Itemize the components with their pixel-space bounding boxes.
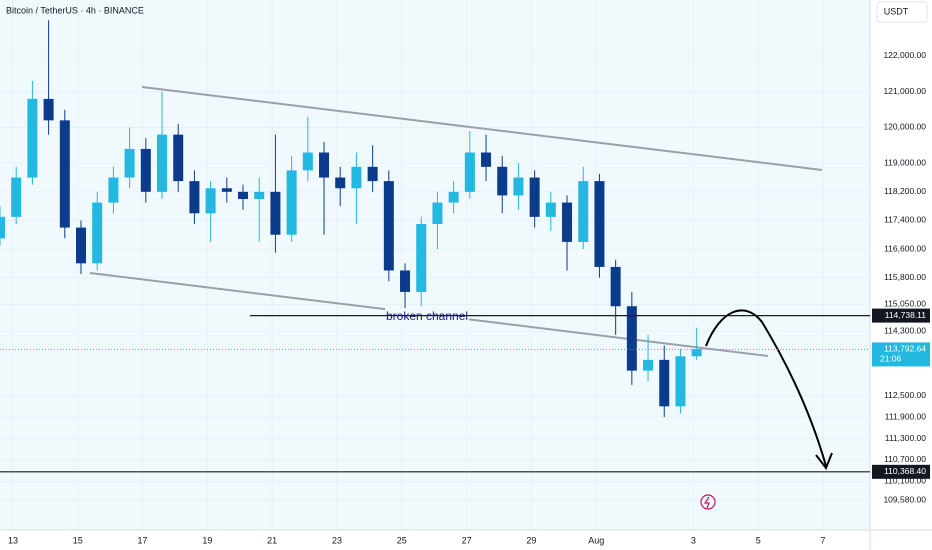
x-tick-label: 3 xyxy=(691,535,696,545)
candle-body xyxy=(140,148,151,192)
level-label-bg xyxy=(872,464,930,479)
price-axis-bg xyxy=(870,0,932,550)
x-tick-label: Aug xyxy=(588,535,604,545)
candle-body xyxy=(205,188,216,214)
candle-body xyxy=(92,202,103,264)
candles xyxy=(0,20,702,418)
candle-body xyxy=(367,166,378,182)
arrow-head xyxy=(815,452,833,471)
level-label: 114,738.11 xyxy=(885,310,927,320)
candle-body xyxy=(659,359,670,407)
candle-body xyxy=(626,306,637,371)
candle-body xyxy=(108,177,119,203)
candle-body xyxy=(529,177,540,217)
candle-body xyxy=(432,202,443,225)
grid xyxy=(0,0,870,530)
x-tick-label: 25 xyxy=(397,535,407,545)
candle-body xyxy=(319,152,330,178)
last-price-label: 113,792.64 xyxy=(884,344,926,354)
candle-body xyxy=(59,120,70,228)
candle-body xyxy=(189,181,200,214)
chart-title: Bitcoin / TetherUS · 4h · BINANCE xyxy=(6,5,144,15)
x-tick-label: 29 xyxy=(526,535,536,545)
candle-body xyxy=(124,148,135,178)
candle-body xyxy=(43,98,54,121)
y-tick-label: 111,900.00 xyxy=(885,411,927,421)
candle-body xyxy=(351,166,362,189)
countdown: 21:06 xyxy=(880,354,902,364)
candle-body xyxy=(221,188,232,192)
x-tick-label: 19 xyxy=(202,535,212,545)
candle-body xyxy=(416,224,427,292)
y-tick-label: 121,000.00 xyxy=(883,86,926,96)
candle-body xyxy=(76,227,87,264)
x-tick-label: 23 xyxy=(332,535,342,545)
candle-body xyxy=(562,202,573,242)
channel-top xyxy=(141,86,823,171)
candle-body xyxy=(0,216,5,239)
candle-body xyxy=(27,98,38,178)
y-tick-label: 111,300.00 xyxy=(885,433,927,443)
candle-body xyxy=(286,170,297,235)
candle-body xyxy=(545,202,556,217)
x-tick-label: 7 xyxy=(821,535,826,545)
candle-body xyxy=(383,181,394,271)
x-tick-label: 17 xyxy=(138,535,148,545)
candle-body xyxy=(691,349,702,357)
candle-body xyxy=(400,270,411,292)
candle-body xyxy=(335,177,346,189)
y-tick-label: 122,000.00 xyxy=(883,50,926,60)
candle-body xyxy=(157,134,168,192)
event-icon[interactable] xyxy=(700,494,716,510)
x-tick-label: 27 xyxy=(462,535,472,545)
candle-body xyxy=(11,177,22,217)
currency: USDT xyxy=(884,6,909,16)
candle-body xyxy=(173,134,184,182)
x-tick-label: 21 xyxy=(267,535,277,545)
candle-body xyxy=(675,356,686,407)
candle-body xyxy=(643,359,654,371)
candle-body xyxy=(238,191,249,199)
x-tick-label: 15 xyxy=(73,535,83,545)
candle-body xyxy=(578,181,589,242)
candle-body xyxy=(481,152,492,167)
last-price-bg xyxy=(872,342,930,367)
y-tick-label: 118,200.00 xyxy=(884,186,926,196)
y-tick-label: 120,000.00 xyxy=(883,122,926,132)
projection-arrow xyxy=(705,309,827,467)
candle-body xyxy=(464,152,475,192)
candle-body xyxy=(448,191,459,203)
candle-body xyxy=(513,177,524,196)
y-tick-label: 119,000.00 xyxy=(884,157,926,167)
x-tick-label: 5 xyxy=(756,535,761,545)
y-tick-label: 117,400.00 xyxy=(884,215,926,225)
y-tick-label: 110,100.00 xyxy=(884,476,926,486)
candle-body xyxy=(270,191,281,235)
level-label-bg xyxy=(872,308,930,323)
currency-box[interactable] xyxy=(876,1,928,23)
level-label: 110,368.40 xyxy=(884,466,926,476)
y-tick-label: 114,300.00 xyxy=(884,326,926,336)
y-tick-label: 110,700.00 xyxy=(884,454,926,464)
candle-body xyxy=(302,152,313,171)
plot-bg xyxy=(0,0,870,530)
y-tick-label: 116,600.00 xyxy=(884,243,926,253)
x-tick-label: 13 xyxy=(8,535,18,545)
candle-body xyxy=(610,266,621,307)
y-tick-label: 109,580.00 xyxy=(883,494,926,504)
candle-body xyxy=(594,181,605,267)
time-axis-bg xyxy=(0,530,870,550)
y-tick-label: 115,800.00 xyxy=(884,272,926,282)
candle-body xyxy=(497,166,508,196)
y-tick-label: 115,050.00 xyxy=(884,299,926,309)
event-icon-bolt xyxy=(703,496,710,509)
y-tick-label: 112,500.00 xyxy=(884,390,926,400)
candle-body xyxy=(254,191,265,199)
